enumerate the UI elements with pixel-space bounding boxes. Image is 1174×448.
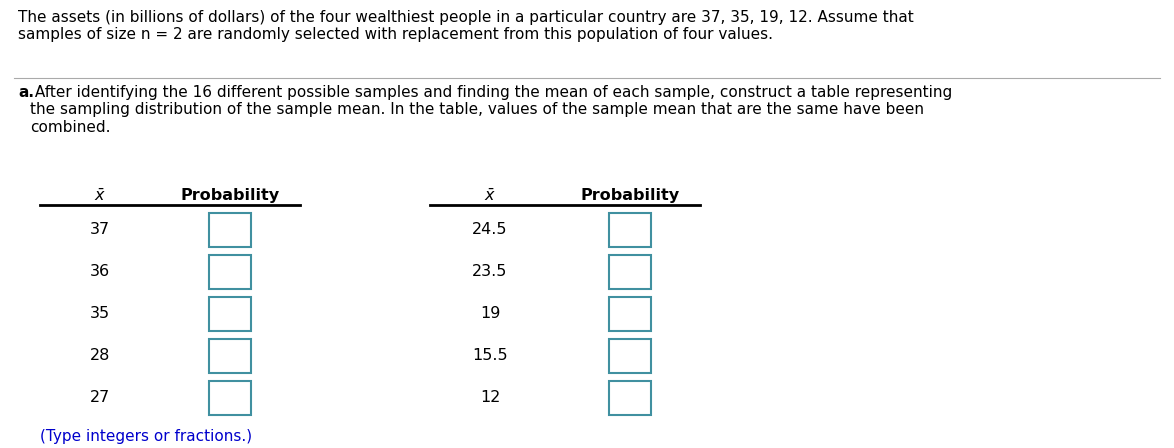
Text: Probability: Probability — [181, 188, 279, 203]
Text: 37: 37 — [90, 223, 110, 237]
Text: 35: 35 — [90, 306, 110, 322]
Text: $\bar{x}$: $\bar{x}$ — [94, 188, 106, 204]
Text: 23.5: 23.5 — [472, 264, 507, 280]
Bar — [209, 255, 251, 289]
Text: 24.5: 24.5 — [472, 223, 507, 237]
Text: 19: 19 — [480, 306, 500, 322]
Text: 12: 12 — [480, 391, 500, 405]
Text: After identifying the 16 different possible samples and finding the mean of each: After identifying the 16 different possi… — [31, 85, 952, 135]
Text: 15.5: 15.5 — [472, 349, 508, 363]
Text: The assets (in billions of dollars) of the four wealthiest people in a particula: The assets (in billions of dollars) of t… — [18, 10, 913, 43]
Bar — [609, 213, 652, 247]
Text: (Type integers or fractions.): (Type integers or fractions.) — [40, 429, 252, 444]
Text: 36: 36 — [90, 264, 110, 280]
Text: 27: 27 — [90, 391, 110, 405]
Bar — [209, 339, 251, 373]
Bar — [609, 297, 652, 331]
Text: 28: 28 — [90, 349, 110, 363]
Bar — [209, 213, 251, 247]
Text: Probability: Probability — [580, 188, 680, 203]
Bar — [209, 381, 251, 415]
Text: a.: a. — [18, 85, 34, 100]
Bar — [609, 339, 652, 373]
Bar — [609, 381, 652, 415]
Bar — [209, 297, 251, 331]
Text: $\bar{x}$: $\bar{x}$ — [484, 188, 497, 204]
Bar — [609, 255, 652, 289]
